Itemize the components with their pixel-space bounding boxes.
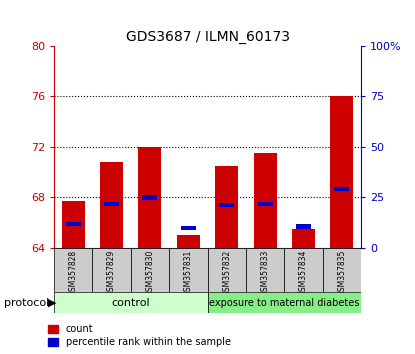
Text: GSM357828: GSM357828 bbox=[68, 250, 78, 296]
Text: GSM357834: GSM357834 bbox=[299, 250, 308, 296]
Legend: count, percentile rank within the sample: count, percentile rank within the sample bbox=[46, 322, 233, 349]
Bar bbox=[142, 195, 157, 200]
Text: GSM357832: GSM357832 bbox=[222, 250, 231, 296]
Text: control: control bbox=[111, 298, 150, 308]
Bar bbox=[296, 224, 311, 229]
Bar bbox=[54, 292, 208, 313]
Bar bbox=[66, 222, 81, 226]
Bar bbox=[254, 153, 276, 248]
Text: GSM357833: GSM357833 bbox=[261, 250, 270, 296]
Bar bbox=[258, 202, 273, 206]
Bar bbox=[208, 248, 246, 292]
Bar bbox=[330, 96, 354, 248]
Title: GDS3687 / ILMN_60173: GDS3687 / ILMN_60173 bbox=[125, 30, 290, 44]
Bar bbox=[215, 166, 238, 248]
Bar bbox=[104, 202, 119, 206]
Text: GSM357830: GSM357830 bbox=[145, 250, 154, 296]
Bar bbox=[323, 248, 361, 292]
Text: protocol: protocol bbox=[4, 298, 49, 308]
Bar bbox=[93, 248, 131, 292]
Text: GSM357835: GSM357835 bbox=[337, 250, 347, 296]
Bar bbox=[177, 235, 200, 248]
Bar bbox=[208, 292, 361, 313]
Bar bbox=[139, 147, 161, 248]
Text: GSM357831: GSM357831 bbox=[184, 250, 193, 296]
Bar bbox=[334, 187, 349, 191]
Text: exposure to maternal diabetes: exposure to maternal diabetes bbox=[209, 298, 359, 308]
Bar bbox=[131, 248, 169, 292]
Bar bbox=[100, 162, 123, 248]
Text: GSM357829: GSM357829 bbox=[107, 250, 116, 296]
Bar bbox=[219, 203, 234, 207]
Bar bbox=[284, 248, 323, 292]
Bar bbox=[169, 248, 208, 292]
Text: ▶: ▶ bbox=[48, 298, 56, 308]
Bar bbox=[292, 229, 315, 248]
Bar bbox=[246, 248, 284, 292]
Bar bbox=[54, 248, 92, 292]
Bar bbox=[62, 201, 85, 248]
Bar bbox=[181, 226, 196, 230]
